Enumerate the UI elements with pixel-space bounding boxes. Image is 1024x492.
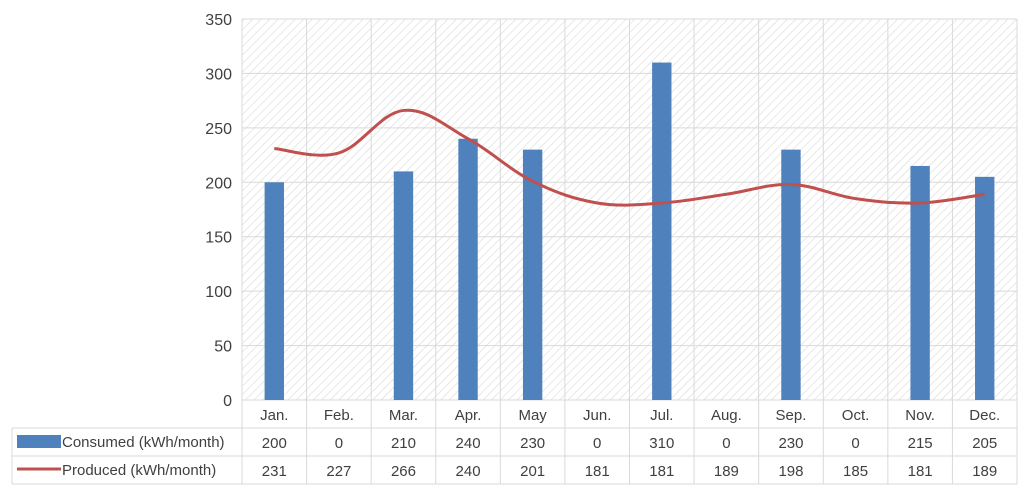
- y-tick-label: 300: [205, 66, 232, 83]
- table-cell-produced: 189: [714, 463, 739, 480]
- y-tick-label: 150: [205, 230, 232, 247]
- table-cell-produced: 198: [778, 463, 803, 480]
- y-tick-label: 0: [223, 393, 232, 410]
- y-axis: 0 50 100 150 200 250 300 350: [205, 12, 232, 410]
- table-cell-produced: 266: [391, 463, 416, 480]
- y-tick-label: 250: [205, 121, 232, 138]
- table-cell-produced: 240: [456, 463, 481, 480]
- y-tick-label: 100: [205, 284, 232, 301]
- table-cell-produced: 181: [908, 463, 933, 480]
- category-label: Jul.: [650, 407, 673, 424]
- data-table: Jan. Feb. Mar. Apr. May Jun. Jul. Aug. Sep. Oct. N…: [17, 407, 1000, 480]
- bar-consumed: [910, 165, 930, 400]
- table-cell-produced: 181: [649, 463, 674, 480]
- category-label: Mar.: [389, 407, 418, 424]
- table-cell-produced: 201: [520, 463, 545, 480]
- produced-line: [274, 108, 985, 207]
- bar-consumed: [264, 182, 284, 400]
- table-cell-consumed: 215: [908, 435, 933, 452]
- bars: [264, 62, 995, 401]
- table-cell-consumed: 200: [262, 435, 287, 452]
- bar-consumed: [781, 149, 801, 400]
- bar-consumed: [652, 62, 672, 401]
- table-cell-consumed: 0: [593, 435, 601, 452]
- table-cell-consumed: 0: [851, 435, 859, 452]
- category-label: Jan.: [260, 407, 288, 424]
- table-cell-consumed: 0: [722, 435, 730, 452]
- category-label: Jun.: [583, 407, 611, 424]
- table-cell-consumed: 310: [649, 435, 674, 452]
- y-tick-label: 350: [205, 12, 232, 29]
- table-cell-consumed: 210: [391, 435, 416, 452]
- table-cell-consumed: 240: [456, 435, 481, 452]
- legend-key-consumed: [17, 435, 61, 448]
- category-label: Aug.: [711, 407, 742, 424]
- category-label: Dec.: [969, 407, 1000, 424]
- table-cell-consumed: 230: [778, 435, 803, 452]
- legend-label-consumed: Consumed (kWh/month): [62, 434, 225, 451]
- bar-consumed: [393, 171, 414, 400]
- legend-label-produced: Produced (kWh/month): [62, 462, 216, 479]
- category-label: Sep.: [776, 407, 807, 424]
- bar-consumed: [458, 138, 478, 400]
- category-label: Nov.: [905, 407, 935, 424]
- table-cell-produced: 227: [326, 463, 351, 480]
- table-cell-consumed: 205: [972, 435, 997, 452]
- category-label: Oct.: [842, 407, 870, 424]
- category-label: Feb.: [324, 407, 354, 424]
- table-cell-consumed: 230: [520, 435, 545, 452]
- bar-consumed: [522, 149, 543, 400]
- table-cell-produced: 181: [585, 463, 610, 480]
- bar-consumed: [975, 176, 995, 400]
- table-cell-produced: 231: [262, 463, 287, 480]
- produced-line-group: [274, 108, 985, 207]
- y-tick-label: 200: [205, 175, 232, 192]
- table-cell-produced: 189: [972, 463, 997, 480]
- table-cell-produced: 185: [843, 463, 868, 480]
- category-label: Apr.: [455, 407, 482, 424]
- grid: [11, 18, 1018, 485]
- table-cell-consumed: 0: [335, 435, 343, 452]
- y-tick-label: 50: [214, 339, 232, 356]
- category-label: May: [518, 407, 547, 424]
